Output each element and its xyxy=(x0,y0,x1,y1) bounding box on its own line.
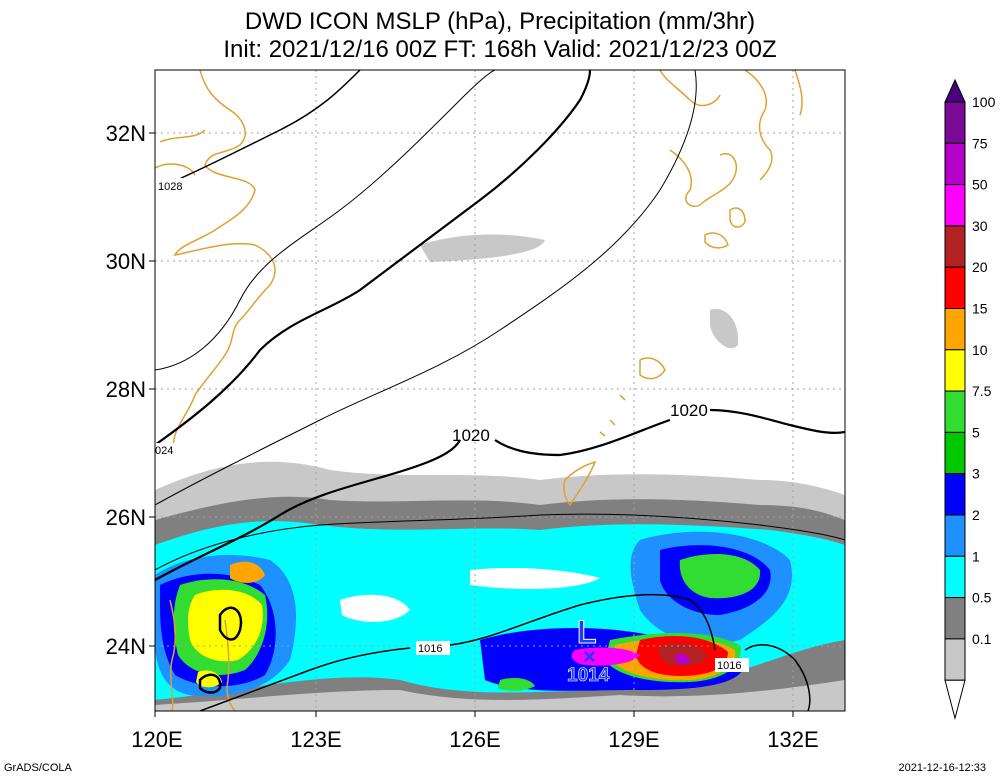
longitude-labels: 120E 123E 126E 129E 132E xyxy=(131,727,818,752)
colorbar-swatch xyxy=(944,514,966,557)
colorbar-swatch xyxy=(944,266,966,310)
lon-label: 123E xyxy=(290,727,341,752)
colorbar-label: 7.5 xyxy=(972,383,992,399)
credit-text: GrADS/COLA xyxy=(4,762,72,774)
graticule xyxy=(155,70,845,711)
map-border xyxy=(154,69,846,712)
colorbar-swatch xyxy=(944,349,966,392)
colorbar-label: 100 xyxy=(972,94,996,110)
colorbar-label: 75 xyxy=(972,135,988,151)
colorbar-bottom-arrow xyxy=(944,679,966,721)
colorbar-label: 3 xyxy=(972,466,980,482)
colorbar-label: 0.5 xyxy=(972,590,992,606)
lon-label: 132E xyxy=(767,727,818,752)
isobars xyxy=(155,70,845,711)
colorbar-swatch xyxy=(944,225,966,268)
low-pressure-center: L × 1014 xyxy=(567,614,610,687)
timestamp-text: 2021-12-16-12:33 xyxy=(898,762,986,774)
map-title: DWD ICON MSLP (hPa), Precipitation (mm/3… xyxy=(244,8,756,35)
lon-label: 126E xyxy=(449,727,500,752)
map-subtitle: Init: 2021/12/16 00Z FT: 168h Valid: 202… xyxy=(223,36,777,63)
precip-colorbar: 100 75 50 30 20 15 10 7.5 5 3 2 1 0.5 0.1 xyxy=(944,78,996,721)
colorbar-swatch xyxy=(944,555,966,599)
colorbar-swatch xyxy=(944,597,966,640)
isobar-label: 1020 xyxy=(452,426,490,445)
isobar-label: 1020 xyxy=(670,401,708,420)
colorbar-swatch xyxy=(944,473,966,516)
colorbar-label: 1 xyxy=(972,548,980,564)
axis-ticks xyxy=(149,132,794,717)
isobar-label: 1028 xyxy=(158,181,182,193)
lon-label: 120E xyxy=(131,727,182,752)
latitude-labels: 32N 30N 28N 26N 24N xyxy=(106,121,146,659)
colorbar-top-arrow xyxy=(944,78,966,103)
low-symbol: L xyxy=(577,614,597,650)
lat-label: 32N xyxy=(106,121,146,146)
colorbar-label: 15 xyxy=(972,301,988,317)
low-pressure-value: 1014 xyxy=(567,665,610,686)
low-marker: × xyxy=(583,644,596,669)
colorbar-label: 5 xyxy=(972,424,980,440)
colorbar-swatch xyxy=(944,308,966,351)
colorbar-label: 2 xyxy=(972,507,980,523)
isobar-label: 1016 xyxy=(418,643,442,655)
colorbar-label: 30 xyxy=(972,218,988,234)
isobar-labels: 1028 024 1020 1020 1016 1016 xyxy=(155,178,749,672)
colorbar-label: 20 xyxy=(972,259,988,275)
lat-label: 26N xyxy=(106,505,146,530)
colorbar-swatch xyxy=(944,101,966,144)
colorbar-label: 0.1 xyxy=(972,631,992,647)
isobar-label: 024 xyxy=(155,445,173,457)
colorbar-swatch xyxy=(944,390,966,433)
colorbar-swatch xyxy=(944,431,966,475)
lat-label: 30N xyxy=(106,249,146,274)
colorbar-label: 50 xyxy=(972,177,988,193)
lon-label: 129E xyxy=(608,727,659,752)
colorbar-label: 10 xyxy=(972,342,988,358)
colorbar-swatch xyxy=(944,142,966,186)
coastlines xyxy=(155,70,803,711)
colorbar-swatch xyxy=(944,184,966,227)
precip-shading xyxy=(155,234,845,711)
colorbar-swatch xyxy=(944,638,966,681)
lat-label: 28N xyxy=(106,377,146,402)
lat-label: 24N xyxy=(106,634,146,659)
isobar-label: 1016 xyxy=(717,660,741,672)
